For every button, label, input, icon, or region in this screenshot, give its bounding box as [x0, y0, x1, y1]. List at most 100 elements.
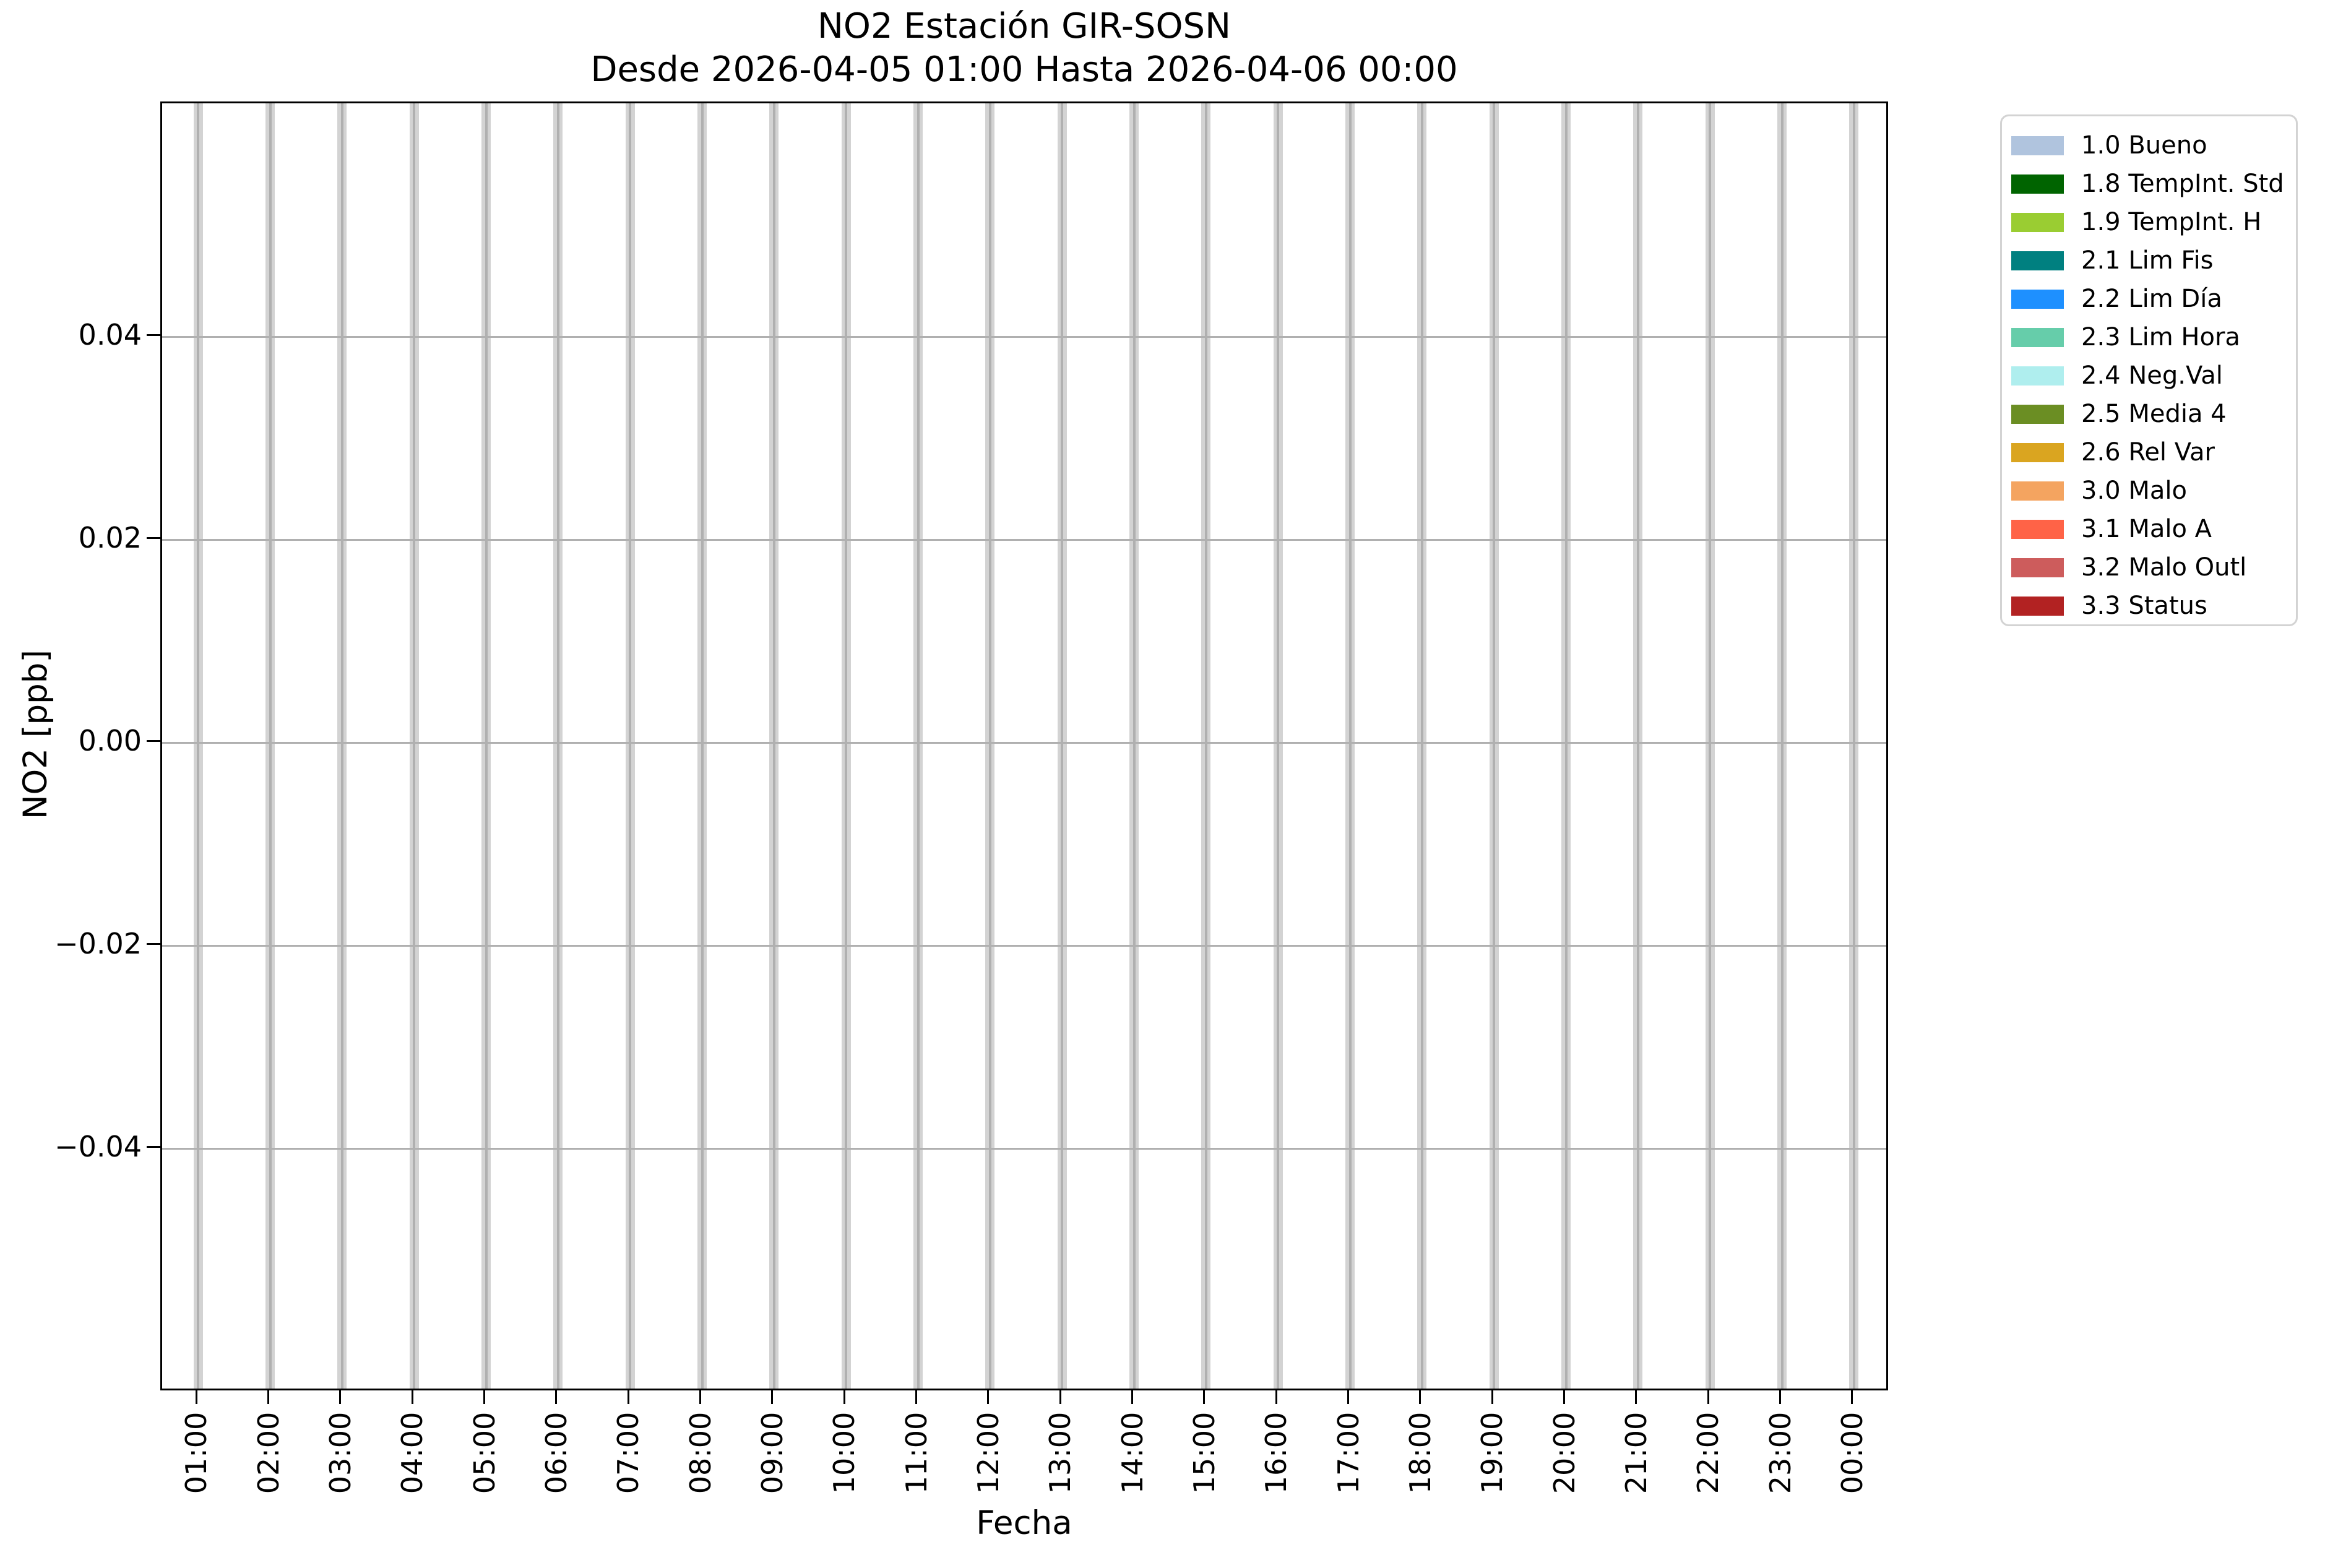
x-gridline: [1132, 103, 1136, 1389]
legend-item: 3.2 Malo Outl: [2011, 548, 2296, 587]
x-gridline: [1277, 103, 1280, 1389]
x-gridline: [1348, 103, 1352, 1389]
legend-swatch: [2011, 558, 2064, 577]
x-tick-mark: [195, 1390, 197, 1404]
legend-swatch: [2011, 481, 2064, 501]
x-tick-mark: [555, 1390, 558, 1404]
x-gridline: [1061, 103, 1064, 1389]
x-gridline: [1636, 103, 1639, 1389]
x-tick-mark: [987, 1390, 990, 1404]
x-gridline: [1852, 103, 1855, 1389]
legend-swatch: [2011, 289, 2064, 309]
legend-swatch: [2011, 366, 2064, 386]
x-tick-mark: [1131, 1390, 1133, 1404]
x-gridline: [1709, 103, 1712, 1389]
legend-swatch: [2011, 404, 2064, 424]
y-tick-mark: [147, 942, 160, 945]
legend-label: 3.3 Status: [2081, 592, 2207, 620]
legend-swatch: [2011, 136, 2064, 155]
x-tick-mark: [915, 1390, 917, 1404]
x-gridline: [917, 103, 920, 1389]
legend-label: 3.0 Malo: [2081, 476, 2187, 505]
x-tick-mark: [339, 1390, 342, 1404]
legend-swatch: [2011, 251, 2064, 270]
x-gridline: [485, 103, 488, 1389]
x-axis-label: Fecha: [976, 1504, 1072, 1542]
y-gridline: [162, 335, 1886, 338]
chart-title: NO2 Estación GIR-SOSN Desde 2026-04-05 0…: [160, 5, 1888, 92]
x-tick-mark: [1707, 1390, 1709, 1404]
legend-swatch: [2011, 442, 2064, 462]
legend-label: 2.6 Rel Var: [2081, 438, 2215, 467]
legend-item: 3.3 Status: [2011, 587, 2296, 625]
chart-title-line2: Desde 2026-04-05 01:00 Hasta 2026-04-06 …: [590, 50, 1458, 90]
y-tick-mark: [147, 334, 160, 336]
legend-item: 2.5 Media 4: [2011, 395, 2296, 433]
legend: 1.0 Bueno 1.8 TempInt. Std 1.9 TempInt. H 2…: [2000, 114, 2298, 626]
y-tick-label: 0.00: [78, 724, 142, 758]
chart-title-line1: NO2 Estación GIR-SOSN: [817, 6, 1231, 46]
x-tick-mark: [699, 1390, 701, 1404]
legend-label: 1.9 TempInt. H: [2081, 208, 2262, 236]
x-gridline: [413, 103, 416, 1389]
legend-label: 3.2 Malo Outl: [2081, 553, 2247, 582]
x-tick-mark: [1419, 1390, 1421, 1404]
x-gridline: [556, 103, 559, 1389]
legend-item: 1.8 TempInt. Std: [2011, 165, 2296, 203]
y-tick-mark: [147, 739, 160, 742]
x-gridline: [1420, 103, 1423, 1389]
y-tick-label: 0.04: [78, 318, 142, 352]
x-gridline: [988, 103, 991, 1389]
x-tick-mark: [483, 1390, 485, 1404]
legend-item: 3.1 Malo A: [2011, 510, 2296, 548]
y-tick-mark: [147, 1145, 160, 1148]
legend-swatch: [2011, 327, 2064, 347]
x-tick-mark: [771, 1390, 774, 1404]
legend-label: 2.2 Lim Día: [2081, 285, 2222, 313]
legend-item: 2.6 Rel Var: [2011, 433, 2296, 472]
legend-label: 1.0 Bueno: [2081, 131, 2207, 160]
y-tick-label: −0.02: [54, 927, 142, 961]
legend-label: 2.3 Lim Hora: [2081, 323, 2240, 351]
legend-label: 2.5 Media 4: [2081, 400, 2227, 428]
x-tick-mark: [1059, 1390, 1061, 1404]
x-gridline: [1493, 103, 1496, 1389]
legend-label: 2.4 Neg.Val: [2081, 361, 2223, 390]
legend-item: 1.9 TempInt. H: [2011, 203, 2296, 241]
legend-swatch: [2011, 596, 2064, 616]
x-tick-mark: [1347, 1390, 1349, 1404]
x-tick-mark: [267, 1390, 269, 1404]
x-gridline: [701, 103, 704, 1389]
legend-item: 2.3 Lim Hora: [2011, 318, 2296, 356]
legend-item: 1.0 Bueno: [2011, 126, 2296, 165]
x-tick-mark: [1275, 1390, 1277, 1404]
x-gridline: [1564, 103, 1568, 1389]
x-tick-mark: [627, 1390, 629, 1404]
x-tick-mark: [1491, 1390, 1493, 1404]
y-gridline: [162, 538, 1886, 541]
legend-label: 2.1 Lim Fis: [2081, 246, 2214, 275]
x-tick-mark: [1203, 1390, 1206, 1404]
y-tick-mark: [147, 536, 160, 539]
x-tick-mark: [1851, 1390, 1853, 1404]
legend-label: 3.1 Malo A: [2081, 515, 2212, 543]
legend-swatch: [2011, 212, 2064, 232]
x-tick-mark: [1779, 1390, 1781, 1404]
y-axis-label: NO2 [ppb]: [17, 649, 54, 820]
legend-item: 3.0 Malo: [2011, 472, 2296, 510]
x-tick-mark: [1635, 1390, 1637, 1404]
y-gridline: [162, 741, 1886, 744]
legend-swatch: [2011, 519, 2064, 539]
x-tick-mark: [1563, 1390, 1565, 1404]
x-tick-mark: [843, 1390, 845, 1404]
legend-label: 1.8 TempInt. Std: [2081, 170, 2284, 198]
y-gridline: [162, 944, 1886, 947]
y-gridline: [162, 1147, 1886, 1150]
legend-swatch: [2011, 174, 2064, 194]
y-tick-label: −0.04: [54, 1130, 142, 1164]
x-gridline: [340, 103, 343, 1389]
legend-item: 2.1 Lim Fis: [2011, 241, 2296, 280]
x-gridline: [269, 103, 272, 1389]
legend-item: 2.4 Neg.Val: [2011, 356, 2296, 395]
